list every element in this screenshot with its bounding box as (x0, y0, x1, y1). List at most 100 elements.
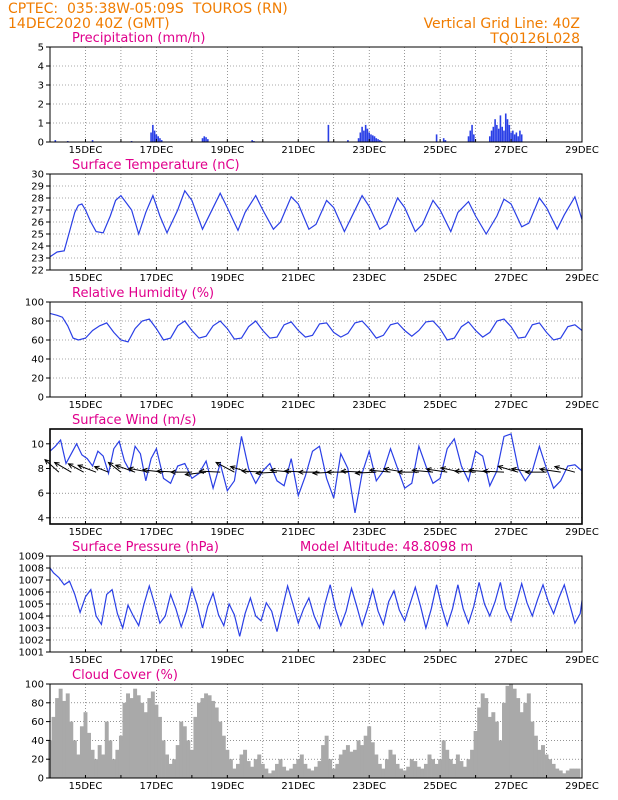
x-tick-label: 15DEC (69, 655, 103, 666)
cloud-bar (502, 702, 506, 778)
precip-bar (520, 134, 523, 142)
cloud-bar (154, 704, 159, 778)
pressure-frame (49, 555, 583, 653)
cloud-bar (282, 766, 287, 778)
precip-bar (510, 132, 512, 142)
cloud-bar (470, 749, 475, 778)
precip-bar (377, 139, 379, 142)
cloud-bar (477, 707, 482, 778)
precip-bar (517, 136, 519, 142)
cloud-bar (338, 754, 343, 778)
x-tick-label: 23DEC (352, 781, 386, 792)
humidity-title: Relative Humidity (%) (72, 286, 214, 301)
x-tick-label: 21DEC (281, 400, 315, 411)
precip-bar (442, 138, 445, 142)
wind-arrow-head (411, 468, 418, 474)
precip-bar (471, 124, 473, 142)
cloud-bar (473, 731, 478, 778)
cloud-bar (218, 721, 223, 778)
wind-arrow-head (269, 467, 276, 474)
x-tick-label: 29DEC (565, 781, 599, 792)
cloud-bar (367, 726, 372, 778)
y-tick-label: 20 (31, 755, 44, 766)
x-tick-label: 15DEC (69, 273, 103, 284)
cloud-bar (360, 745, 365, 778)
cloud-bar (406, 766, 411, 778)
cloud-bar (292, 763, 297, 778)
temperature-chart: Surface Temperature (nC)2223242526272829… (31, 158, 599, 284)
x-tick-label: 29DEC (565, 527, 599, 538)
cloud-bar (157, 716, 162, 778)
precip-bar (513, 134, 516, 142)
wind-arrow-head (77, 464, 84, 470)
precip-bar (159, 138, 161, 142)
wind-frame (49, 428, 583, 525)
wind-arrow-head (325, 469, 332, 475)
wind-arrow-head (44, 458, 50, 465)
x-tick-label: 19DEC (210, 273, 244, 284)
wind-arrow-head (383, 466, 390, 473)
x-tick-label: 19DEC (210, 145, 244, 156)
wind-arrow-head (297, 469, 304, 475)
cloud-bar (395, 763, 400, 778)
cloud-bar (278, 759, 283, 778)
y-tick-label: 29 (31, 182, 44, 193)
precip-bar (379, 140, 381, 142)
x-tick-label: 25DEC (423, 781, 457, 792)
cloud-bar (548, 759, 553, 778)
precip-bar (494, 119, 496, 142)
cloud-bar (409, 759, 414, 778)
precip-bar (364, 124, 367, 142)
wind-arrow-head (368, 467, 375, 474)
precip-bar (160, 140, 163, 142)
cloud-bar (232, 768, 237, 778)
precipitation-frame (49, 46, 583, 143)
y-tick-label: 24 (31, 242, 44, 253)
cloud-bar (523, 702, 528, 778)
wind-arrow-head (169, 469, 176, 475)
cloud-bar (306, 768, 311, 778)
y-tick-label: 1004 (19, 612, 44, 623)
x-tick-label: 27DEC (494, 145, 528, 156)
x-tick-label: 23DEC (352, 527, 386, 538)
precip-bar (361, 126, 363, 142)
x-tick-label: 21DEC (281, 527, 315, 538)
wind-arrow-head (553, 465, 560, 471)
cloud-bar (441, 740, 446, 778)
x-tick-label: 15DEC (69, 781, 103, 792)
cloud-bar (530, 721, 535, 778)
y-tick-label: 5 (38, 43, 44, 54)
cloud-bar (321, 745, 326, 778)
wind-arrow-head (439, 466, 447, 472)
header-model-id: TQ0126L028 (490, 31, 580, 47)
y-tick-label: 22 (31, 266, 44, 277)
cloud-bar (257, 754, 262, 778)
y-tick-label: 40 (31, 736, 44, 747)
cloud-bar (491, 712, 496, 778)
x-tick-label: 21DEC (281, 655, 315, 666)
wind-arrow-head (539, 467, 546, 473)
y-tick-label: 1001 (19, 648, 44, 659)
cloud-bar (214, 707, 219, 778)
cloud-bar (296, 759, 301, 778)
precip-bar (251, 140, 253, 142)
cloud-bar (143, 712, 148, 778)
wind-arrow-head (155, 468, 162, 474)
cloud-bar (225, 749, 230, 778)
wind-arrow (511, 468, 533, 473)
humidity-frame (49, 301, 583, 398)
y-tick-label: 28 (31, 194, 44, 205)
model-altitude-label: Model Altitude: 48.8098 m (300, 540, 473, 555)
cloud-bar (165, 754, 170, 778)
wind-arrow (384, 468, 405, 473)
precip-bar (207, 139, 209, 142)
cloud-bar (420, 768, 425, 778)
precip-bar (357, 138, 360, 142)
pressure-series-line (49, 567, 583, 637)
cloud-bar (79, 726, 84, 778)
y-tick-label: 1 (38, 119, 44, 130)
y-tick-label: 30 (31, 170, 44, 181)
cloud-bar (349, 751, 354, 778)
cloud-bar (551, 763, 556, 778)
x-tick-label: 25DEC (423, 273, 457, 284)
